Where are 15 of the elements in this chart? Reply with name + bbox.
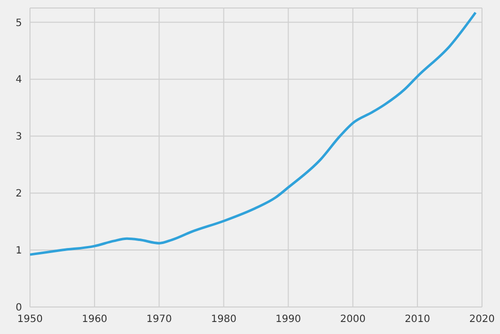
line-series — [30, 11, 477, 256]
x-tick-label: 1950 — [17, 314, 43, 326]
y-tick-label: 0 — [16, 302, 22, 314]
x-tick-label: 1980 — [210, 314, 236, 326]
y-tick-label: 4 — [16, 74, 22, 86]
y-tick-label: 3 — [16, 132, 22, 143]
y-tick-label: 1 — [16, 246, 22, 257]
x-tick-label: 1960 — [82, 314, 108, 326]
x-tick-label: 2020 — [469, 314, 495, 326]
y-tick-label: 2 — [16, 188, 22, 200]
x-tick-label: 2010 — [404, 314, 430, 326]
x-tick-label: 1970 — [146, 314, 172, 326]
x-tick-label: 2000 — [340, 314, 366, 326]
x-tick-label: 1990 — [276, 314, 302, 326]
y-tick-label: 5 — [16, 18, 22, 29]
